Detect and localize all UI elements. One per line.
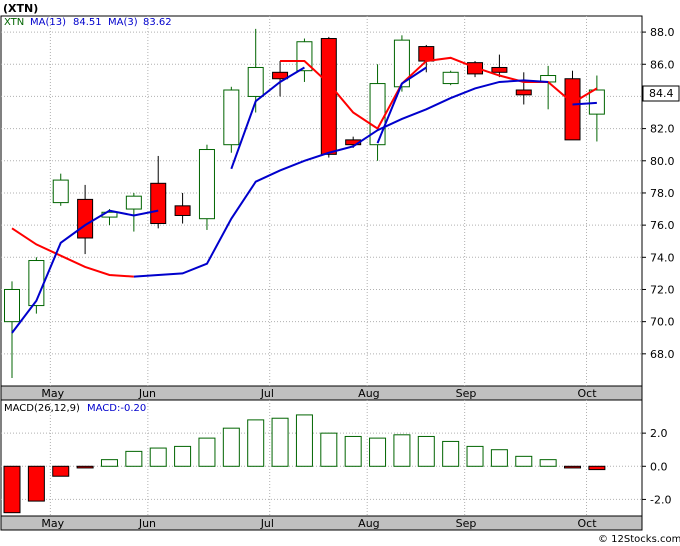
candle-body (393, 39, 410, 88)
macd-bar (52, 465, 70, 477)
macd-bar (466, 445, 484, 467)
macd-bar (27, 465, 45, 502)
macd-bar (125, 450, 143, 467)
macd-bar (344, 435, 362, 467)
x-tick-label: May (41, 387, 64, 400)
macd-bar (369, 437, 387, 467)
ma13-line (133, 79, 549, 278)
macd-bar (247, 419, 265, 467)
macd-bar (3, 465, 21, 514)
candle-body (150, 182, 167, 225)
candle-body (491, 66, 508, 73)
candle-body (369, 83, 386, 146)
candle-body (515, 89, 532, 96)
candle-body (588, 89, 605, 115)
price-y-tick-label: 70.0 (650, 316, 675, 329)
macd-y-tick-label: -2.0 (650, 493, 671, 506)
candle-body (125, 195, 142, 210)
candle-body (272, 71, 289, 80)
ma3-line (11, 227, 134, 278)
x-tick-label: Sep (456, 387, 477, 400)
candle-body (52, 179, 69, 204)
macd-x-tick-label: Sep (456, 517, 477, 530)
y-axis-ticks: 68.070.072.074.076.078.080.082.084.086.0… (642, 26, 675, 506)
candle-body (198, 149, 215, 220)
ma13-value: 84.51 (73, 17, 102, 28)
ma3-value: 83.62 (143, 17, 172, 28)
macd-bar (515, 455, 533, 467)
price-y-tick-label: 76.0 (650, 219, 675, 232)
legend-symbol: XTN (4, 17, 24, 28)
macd-bar (100, 459, 118, 467)
x-tick-label: Oct (578, 387, 598, 400)
price-y-tick-label: 74.0 (650, 251, 675, 264)
price-y-tick-label: 78.0 (650, 187, 675, 200)
macd-bar (393, 434, 411, 467)
moving-average-lines (11, 56, 598, 334)
macd-bar (320, 432, 338, 467)
macd-bar (174, 445, 192, 467)
macd-x-tick-label: Jun (138, 517, 156, 530)
candle-body (4, 288, 20, 323)
macd-value-label: MACD:-0.20 (87, 403, 146, 414)
price-y-tick-label: 86.0 (650, 58, 675, 71)
candle-body (77, 198, 94, 239)
macd-bar (588, 465, 606, 471)
price-y-tick-label: 88.0 (650, 26, 675, 39)
ma13-line (11, 209, 159, 334)
macd-bar (564, 465, 582, 469)
macd-bar (442, 440, 460, 467)
last-price-tag-box (642, 85, 680, 102)
macd-x-tick-label: Oct (578, 517, 598, 530)
macd-bar (490, 449, 508, 467)
macd-bar (295, 414, 313, 467)
ma13-line (230, 66, 305, 170)
ticker-title: (XTN) (3, 2, 38, 15)
macd-y-tick-label: 0.0 (650, 460, 668, 473)
ma13-line (572, 101, 597, 106)
macd-bar (198, 437, 216, 467)
candle-body (320, 38, 337, 155)
x-tick-label: Jun (138, 387, 156, 400)
x-tick-label: Aug (358, 387, 379, 400)
macd-bar (271, 417, 289, 467)
macd-bars (3, 414, 606, 514)
last-price-tag: 84.4 (649, 87, 674, 100)
macd-bar (417, 435, 435, 467)
macd-bar (149, 447, 167, 467)
price-y-tick-label: 80.0 (650, 155, 675, 168)
ma13-line (376, 66, 427, 144)
ma3-label: MA(3) (108, 17, 138, 28)
candle-body (442, 71, 459, 85)
price-y-tick-label: 68.0 (650, 348, 675, 361)
candles (4, 28, 605, 378)
macd-bar (539, 459, 557, 467)
watermark: © 12Stocks.com (598, 534, 680, 545)
candle-body (174, 205, 191, 216)
macd-bar (222, 427, 240, 467)
x-axis-band (0, 385, 643, 401)
macd-bar (76, 465, 94, 469)
macd-x-tick-label: Aug (358, 517, 379, 530)
macd-x-axis-band (0, 515, 643, 531)
macd-x-tick-label: May (41, 517, 64, 530)
macd-x-tick-label: Jul (260, 517, 274, 530)
gridlines (1, 16, 642, 516)
price-y-tick-label: 82.0 (650, 123, 675, 136)
x-axis-ticks: May May Jun Jun Jul Jul Aug Aug Sep Sep Oct Oct (41, 387, 597, 530)
macd-y-tick-label: 2.0 (650, 427, 668, 440)
price-y-tick-label: 72.0 (650, 283, 675, 296)
candle-body (247, 66, 264, 97)
candle-body (223, 89, 240, 146)
x-tick-label: Jul (260, 387, 274, 400)
ma13-label: MA(13) (30, 17, 66, 28)
candle-body (418, 46, 435, 62)
macd-label: MACD(26,12,9) (4, 403, 80, 414)
candle-body (564, 78, 581, 141)
